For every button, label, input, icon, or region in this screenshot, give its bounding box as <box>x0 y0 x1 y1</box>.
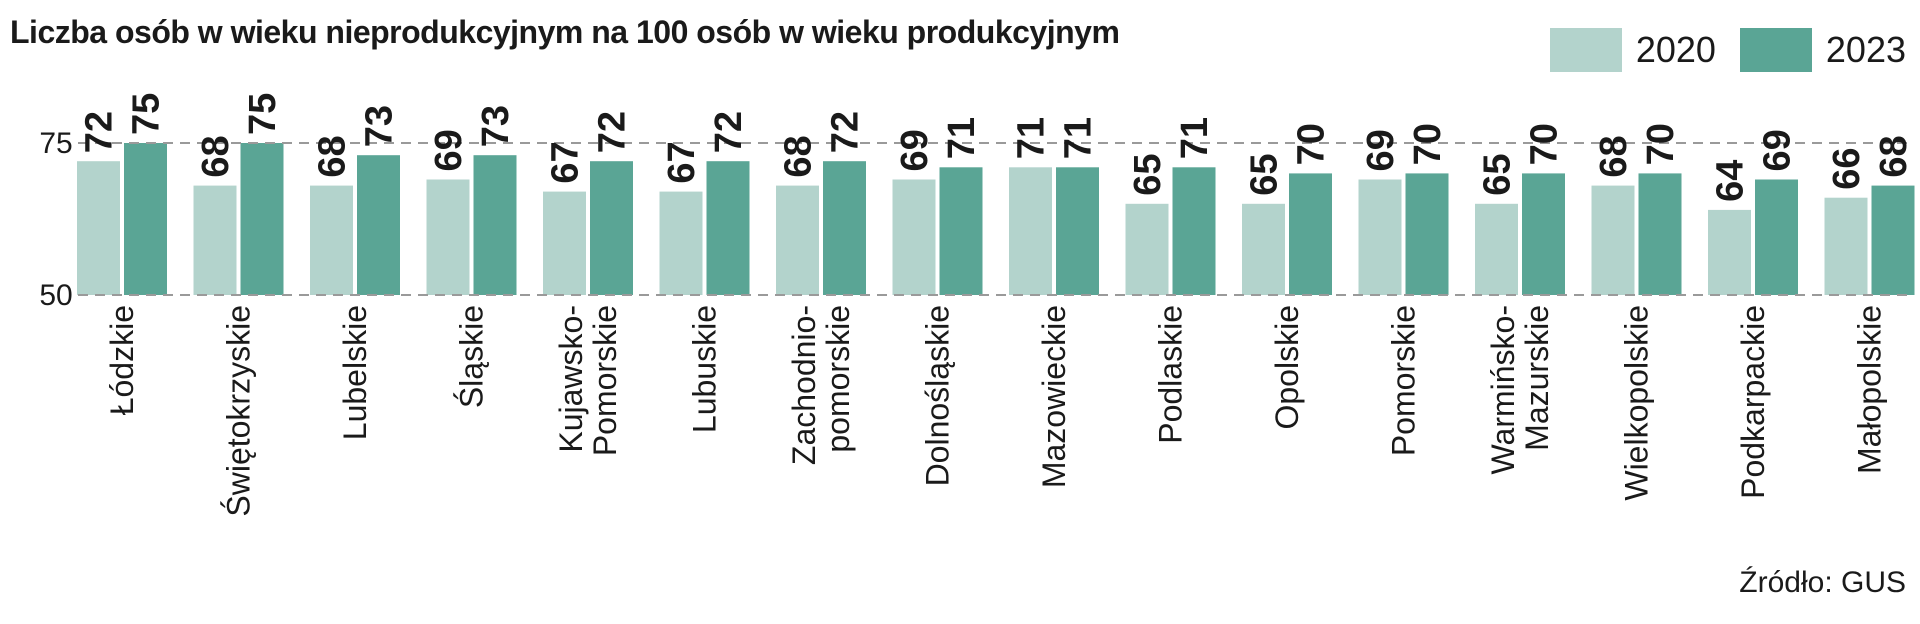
category-label-7: Dolnośląskie <box>920 305 956 486</box>
bar-2020-13 <box>1591 185 1635 295</box>
bar-2020-9 <box>1125 203 1169 295</box>
bar-2023-9 <box>1172 167 1216 295</box>
value-label-2020-11: 69 <box>1360 129 1402 171</box>
bar-2020-11 <box>1358 179 1402 295</box>
category-label-9: Podlaskie <box>1153 305 1189 444</box>
legend-label-2020: 2020 <box>1635 29 1716 70</box>
value-label-2023-2: 73 <box>359 105 401 147</box>
bar-2020-1 <box>193 185 237 295</box>
category-label-5: Lubuskie <box>687 305 723 433</box>
bar-2020-12 <box>1475 203 1518 295</box>
category-label-8: Mazowieckie <box>1036 305 1072 488</box>
value-label-2020-9: 65 <box>1127 154 1169 196</box>
chart-title: Liczba osób w wieku nieprodukcyjnym na 1… <box>10 14 1120 50</box>
value-label-2023-3: 73 <box>475 105 517 147</box>
value-label-2023-10: 70 <box>1291 123 1333 165</box>
category-label-0: Łódzkie <box>104 305 140 415</box>
value-label-2020-8: 71 <box>1011 117 1053 159</box>
bar-2020-10 <box>1242 203 1285 295</box>
category-label-6-line0: Zachodnio- <box>786 305 822 465</box>
value-label-2020-6: 68 <box>778 135 820 177</box>
value-label-2023-1: 75 <box>242 93 284 135</box>
value-label-2023-11: 70 <box>1407 123 1449 165</box>
category-label-4-line0: Kujawsko- <box>553 305 589 453</box>
gridlines: 50 75 <box>39 127 1910 312</box>
category-label-4-line1: Pomorskie <box>587 305 623 456</box>
bar-2023-3 <box>473 155 517 295</box>
value-label-2020-10: 65 <box>1244 154 1286 196</box>
bar-2023-6 <box>823 161 866 295</box>
category-label-10: Opolskie <box>1269 305 1305 430</box>
value-label-2023-12: 70 <box>1524 123 1566 165</box>
bar-2023-0 <box>124 143 167 295</box>
value-label-2023-4: 72 <box>592 111 634 153</box>
bar-2023-15 <box>1871 185 1915 295</box>
value-label-2023-14: 69 <box>1757 129 1799 171</box>
bar-2023-10 <box>1289 173 1332 295</box>
legend-item-2020: 2020 <box>1549 28 1716 72</box>
category-label-15: Małopolskie <box>1852 305 1888 474</box>
category-label-3: Śląskie <box>454 305 490 408</box>
value-label-2020-0: 72 <box>79 111 121 153</box>
legend-swatch-2020 <box>1549 28 1622 72</box>
bar-2020-0 <box>77 161 120 295</box>
bar-2020-6 <box>776 185 819 295</box>
bar-2023-1 <box>240 143 284 295</box>
bar-2023-7 <box>939 167 983 295</box>
category-label-12-line1: Mazurskie <box>1519 305 1555 451</box>
value-label-2023-0: 75 <box>126 93 168 135</box>
bar-2020-3 <box>426 179 470 295</box>
y-tick-75: 75 <box>39 127 72 160</box>
value-label-2020-13: 68 <box>1593 135 1635 177</box>
y-tick-50: 50 <box>39 279 72 312</box>
value-label-2020-1: 68 <box>195 135 237 177</box>
category-label-11: Pomorskie <box>1386 305 1422 456</box>
value-label-2020-14: 64 <box>1710 160 1752 202</box>
category-label-2: Lubelskie <box>337 305 373 440</box>
bar-2023-13 <box>1638 173 1682 295</box>
source-note: Źródło: GUS <box>1739 566 1906 599</box>
value-label-2020-15: 66 <box>1826 147 1868 189</box>
value-label-2023-8: 71 <box>1058 117 1100 159</box>
value-label-2020-5: 67 <box>661 141 703 183</box>
category-label-12-line0: Warmińsko- <box>1485 305 1521 474</box>
bar-2020-8 <box>1009 167 1052 295</box>
value-label-2020-7: 69 <box>894 129 936 171</box>
category-label-6-line1: pomorskie <box>820 305 856 453</box>
value-label-2023-9: 71 <box>1174 117 1216 159</box>
bar-2023-8 <box>1056 167 1099 295</box>
bar-2023-14 <box>1755 179 1798 295</box>
category-label-13: Wielkopolskie <box>1619 305 1655 501</box>
bar-2020-7 <box>892 179 936 295</box>
legend-item-2023: 2023 <box>1739 28 1906 72</box>
bar-2020-14 <box>1708 209 1751 295</box>
value-label-2020-4: 67 <box>545 141 587 183</box>
value-label-2023-15: 68 <box>1873 135 1915 177</box>
value-label-2023-13: 70 <box>1640 123 1682 165</box>
bar-2023-11 <box>1405 173 1449 295</box>
category-label-14: Podkarpackie <box>1735 305 1771 499</box>
bar-2023-2 <box>357 155 400 295</box>
category-labels: Łódzkie Świętokrzyskie Lubelskie Śląskie Kuj… <box>104 305 1888 517</box>
bar-2023-5 <box>706 161 750 295</box>
bar-2023-4 <box>590 161 633 295</box>
bar-2020-2 <box>310 185 353 295</box>
bar-2020-5 <box>659 191 703 295</box>
value-label-2020-12: 65 <box>1477 154 1519 196</box>
bar-2020-4 <box>543 191 586 295</box>
legend: 2020 2023 <box>1526 28 1906 72</box>
bars <box>77 143 1915 295</box>
value-label-2020-2: 68 <box>312 135 354 177</box>
value-label-2023-5: 72 <box>708 111 750 153</box>
bar-2023-12 <box>1522 173 1565 295</box>
value-label-2023-6: 72 <box>825 111 867 153</box>
legend-label-2023: 2023 <box>1825 29 1906 70</box>
value-label-2020-3: 69 <box>428 129 470 171</box>
legend-swatch-2023 <box>1739 28 1812 72</box>
category-label-1: Świętokrzyskie <box>221 305 257 517</box>
value-label-2023-7: 71 <box>941 117 983 159</box>
bar-2020-15 <box>1824 197 1868 295</box>
